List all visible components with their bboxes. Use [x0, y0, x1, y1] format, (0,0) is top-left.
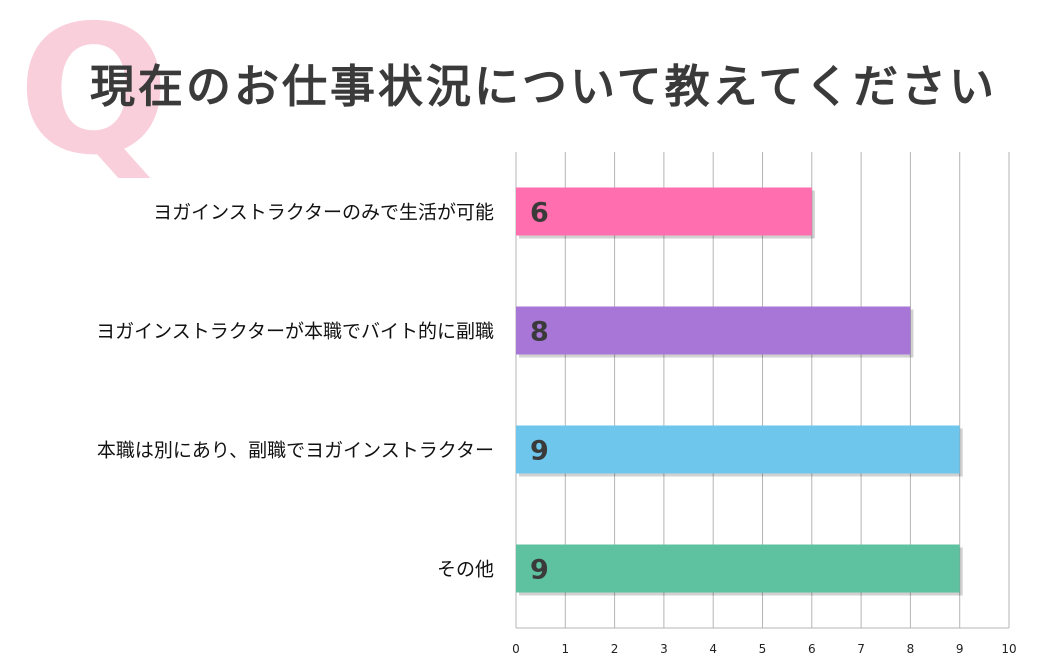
- x-tick-label: 5: [759, 642, 767, 656]
- category-label: 本職は別にあり、副職でヨガインストラクター: [97, 440, 494, 462]
- x-tick-label: 3: [660, 642, 668, 656]
- bar: [516, 187, 812, 236]
- bar: [516, 544, 960, 593]
- x-tick-label: 4: [709, 642, 717, 656]
- page-title: 現在のお仕事状況について教えてください: [90, 60, 998, 113]
- x-tick-label: 7: [857, 642, 865, 656]
- bar: [516, 425, 960, 474]
- bar-value-label: 9: [530, 436, 549, 467]
- bars: [516, 187, 963, 596]
- bar: [516, 306, 911, 355]
- bar-value-label: 9: [530, 555, 549, 586]
- bar-value-label: 6: [530, 198, 549, 229]
- category-labels: ヨガインストラクターのみで生活が可能ヨガインストラクターが本職でバイト的に副職本…: [96, 202, 494, 581]
- category-label: ヨガインストラクターが本職でバイト的に副職: [96, 321, 494, 343]
- x-tick-label: 2: [611, 642, 619, 656]
- x-tick-label: 9: [956, 642, 964, 656]
- x-tick-label: 8: [907, 642, 915, 656]
- x-tick-label: 1: [561, 642, 569, 656]
- category-label: ヨガインストラクターのみで生活が可能: [153, 202, 494, 224]
- value-labels: 6 8 9 9: [530, 198, 549, 586]
- x-tick-label: 6: [808, 642, 816, 656]
- x-tick-label: 10: [1001, 642, 1016, 656]
- x-tick-label: 0: [512, 642, 520, 656]
- axis-tick-labels: 0 1 2 3 4 5 6 7 8 9 10: [512, 642, 1016, 656]
- bar-value-label: 8: [530, 317, 549, 348]
- q-mark-logo: Q: [18, 0, 170, 194]
- category-label: その他: [437, 559, 494, 581]
